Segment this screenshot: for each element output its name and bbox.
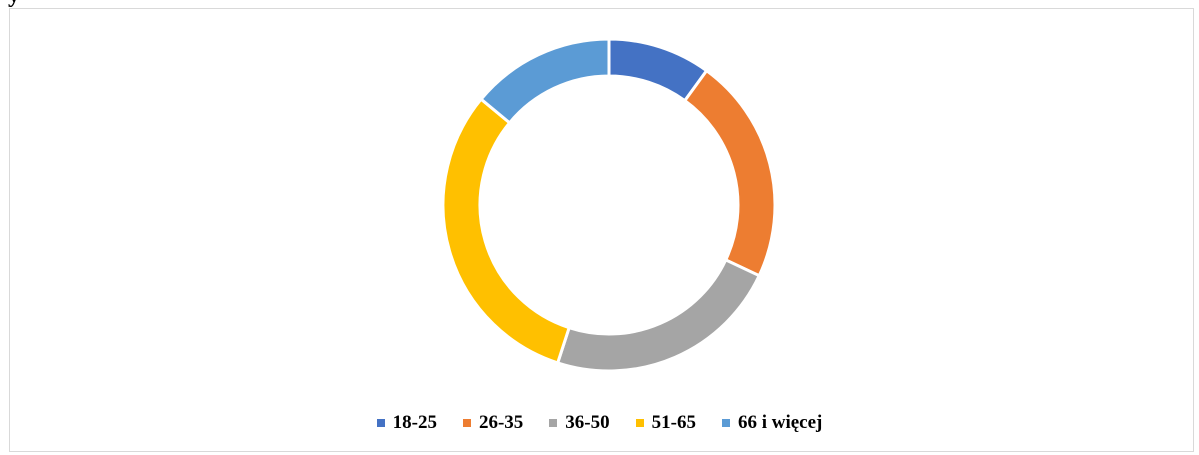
chart-title-fragment: y [8,0,648,12]
legend-swatch [635,419,644,427]
legend-item: 18-25 [376,412,437,434]
chart-legend: 18-25 26-35 36-50 51-65 66 i więcej [0,412,1199,434]
legend-item: 26-35 [462,412,524,434]
donut-slice-51-65 [441,97,572,365]
legend-swatch [549,419,558,427]
donut-slice-36-50 [555,257,762,373]
donut-slice-66-i-więcej [478,37,611,125]
legend-item: 51-65 [635,412,696,434]
legend-label: 18-25 [392,412,437,433]
chart-frame [9,8,1194,452]
legend-item: 66 i więcej [721,412,823,434]
donut-slice-26-35 [682,68,777,278]
legend-label: 66 i więcej [737,412,823,433]
legend-swatch [376,419,385,427]
legend-label: 26-35 [478,412,524,433]
legend-swatch [462,419,471,427]
legend-label: 36-50 [565,412,610,433]
legend-item: 36-50 [549,412,610,434]
legend-label: 51-65 [651,412,696,433]
legend-swatch [721,419,730,427]
